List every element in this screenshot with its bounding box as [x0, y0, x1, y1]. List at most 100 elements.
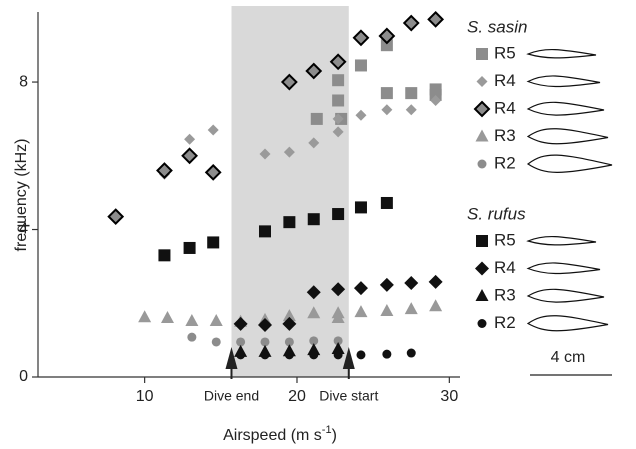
- legend-label: R2: [494, 153, 516, 172]
- point: [331, 341, 345, 354]
- feather-icon: [526, 128, 609, 145]
- point: [236, 337, 246, 347]
- annotation-label: Dive start: [319, 388, 378, 404]
- point: [332, 126, 344, 138]
- point: [427, 10, 445, 28]
- point: [259, 148, 271, 160]
- point: [309, 336, 319, 346]
- x-tick-label: 10: [136, 388, 154, 405]
- y-tick-label: 0: [19, 368, 28, 385]
- point: [404, 302, 418, 315]
- dive-arrow: [225, 347, 238, 379]
- point: [332, 74, 345, 87]
- dive-arrow: [342, 347, 355, 379]
- point: [428, 274, 443, 289]
- y-axis-label: frequency (kHz): [13, 139, 30, 252]
- x-label-end: ): [332, 427, 337, 444]
- point: [209, 313, 223, 326]
- point: [283, 216, 296, 229]
- feather-icon: [526, 75, 601, 88]
- point: [331, 282, 346, 297]
- point: [402, 14, 420, 32]
- point: [331, 311, 345, 324]
- y-tick-label: 8: [19, 73, 28, 90]
- point: [160, 311, 174, 324]
- point: [156, 162, 173, 179]
- legend-marker: [477, 319, 487, 328]
- point: [310, 112, 323, 125]
- point: [354, 59, 367, 72]
- point: [207, 236, 220, 249]
- x-tick-label: 20: [288, 388, 306, 405]
- point: [333, 336, 343, 346]
- legend-marker: [476, 235, 488, 247]
- point: [380, 196, 393, 209]
- x-label-sup: -1: [322, 424, 332, 436]
- point: [284, 350, 294, 360]
- legend-marker: [475, 289, 489, 301]
- point: [280, 73, 298, 91]
- point: [382, 349, 392, 359]
- point: [353, 281, 368, 296]
- feather-icon: [526, 288, 605, 303]
- feather-icon: [526, 262, 601, 275]
- point: [332, 113, 344, 125]
- feather-icon: [526, 315, 609, 332]
- legend-label: R3: [494, 126, 516, 145]
- point: [429, 299, 443, 312]
- point: [204, 163, 222, 181]
- point: [333, 350, 343, 360]
- legend-marker: [473, 100, 491, 118]
- legend-title: S. sasin: [467, 17, 527, 36]
- point: [282, 309, 296, 322]
- x-tick-label: 30: [440, 388, 458, 405]
- x-label-main: Airspeed (m s: [223, 427, 322, 444]
- point: [430, 94, 442, 106]
- legend-label: R4: [494, 98, 516, 117]
- legend-label: R5: [494, 43, 516, 62]
- point: [429, 88, 442, 101]
- point: [309, 350, 319, 360]
- point: [307, 306, 321, 319]
- point: [107, 208, 125, 226]
- point: [354, 201, 367, 214]
- point: [380, 304, 394, 317]
- legend-label: R3: [494, 285, 516, 304]
- point: [282, 316, 297, 331]
- point: [379, 277, 394, 292]
- point: [380, 87, 393, 100]
- y-tick-label: 4: [19, 221, 28, 238]
- point: [185, 313, 199, 326]
- feather-icon: [526, 154, 613, 173]
- point: [207, 124, 219, 136]
- feather-icon: [526, 48, 597, 59]
- point: [405, 104, 417, 116]
- point: [258, 225, 271, 238]
- legend-marker: [477, 159, 487, 169]
- point: [187, 332, 197, 342]
- legend-title: S. rufus: [467, 204, 526, 223]
- point: [236, 350, 246, 360]
- legend-label: R2: [494, 313, 516, 332]
- point: [211, 337, 221, 347]
- point: [406, 348, 416, 358]
- point: [184, 133, 196, 145]
- point: [306, 285, 321, 300]
- legend-marker: [476, 76, 488, 87]
- point: [355, 109, 367, 121]
- x-axis-label: Airspeed (m s-1): [223, 424, 337, 444]
- point: [307, 213, 320, 226]
- point: [332, 94, 345, 107]
- point: [380, 39, 393, 52]
- point: [381, 104, 393, 116]
- point: [183, 241, 196, 254]
- point: [260, 350, 270, 360]
- point: [354, 305, 368, 318]
- point: [233, 316, 248, 331]
- legend-label: R4: [494, 258, 516, 277]
- point: [404, 275, 419, 290]
- point: [332, 208, 345, 221]
- point: [283, 146, 295, 158]
- point: [284, 337, 294, 347]
